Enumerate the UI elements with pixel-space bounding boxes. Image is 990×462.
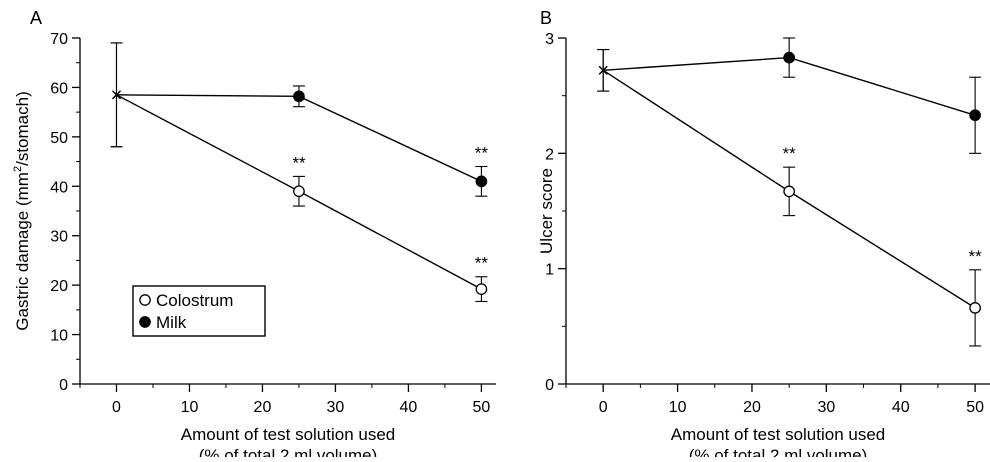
x-tick-label: 40 [892,399,910,416]
y-tick-label: 70 [50,31,68,48]
data-point-cross [112,90,121,100]
x-axis-label-line2: (% of total 2 ml volume) [689,446,868,457]
data-point-milk [783,51,796,64]
panel-label: A [30,8,42,28]
x-tick-label: 30 [327,399,345,416]
legend-label-colostrum: Colostrum [156,291,233,310]
x-tick-label: 40 [400,399,418,416]
y-tick-label: 40 [50,179,68,196]
data-point-colostrum [783,185,796,198]
data-point-colostrum [293,185,305,198]
y-tick-label: 60 [50,80,68,97]
x-tick-label: 50 [966,399,984,416]
data-point-milk [293,90,305,103]
x-tick-label: 0 [112,399,121,416]
y-axis-label: Ulcer score [537,168,556,254]
y-axis-label-main: Ulcer score [537,168,556,254]
significance-annotation: ** [475,254,489,273]
significance-annotation: ** [783,144,797,163]
panel-label: B [540,8,552,28]
data-point-colostrum [969,302,981,314]
legend-marker-milk [139,316,151,328]
data-point-milk [969,109,981,122]
x-tick-label: 10 [669,399,687,416]
y-tick-label: 20 [50,278,68,295]
x-tick-label: 20 [254,399,272,416]
y-tick-label: 0 [59,377,68,394]
x-axis-label-line2: (% of total 2 ml volume) [199,446,378,457]
significance-annotation: ** [292,153,306,172]
y-axis-label-main: Gastric damage (mm [13,172,32,331]
y-tick-label: 3 [545,31,554,48]
x-axis-label: Amount of test solution used [181,425,396,444]
significance-annotation: ** [475,144,489,163]
legend-marker-colostrum [139,294,151,306]
x-tick-label: 0 [599,399,608,416]
legend: Colostrum Milk [132,285,266,337]
y-tick-label: 1 [545,262,554,279]
x-tick-label: 20 [743,399,761,416]
significance-annotation: ** [969,247,983,266]
y-tick-label: 10 [50,328,68,345]
data-point-colostrum [475,283,488,295]
x-tick-label: 30 [817,399,835,416]
y-tick-label: 0 [545,377,554,394]
y-tick-label: 50 [50,130,68,147]
y-tick-label: 2 [545,146,554,163]
data-point-milk [475,175,488,188]
legend-box [132,285,266,337]
y-axis-label-superscript: 2 [12,166,24,172]
x-tick-label: 10 [181,399,199,416]
y-axis-label: Gastric damage (mm2/stomach) [12,91,32,330]
chart-panel-a: 0 10 20 30 40 50 60 70 0 10 20 30 40 50 A Amount of tes… [12,8,496,462]
legend-label-milk: Milk [156,313,187,332]
x-tick-label: 50 [473,399,491,416]
x-axis-label: Amount of test solution used [671,425,886,444]
y-axis-label-end: /stomach) [13,91,32,166]
y-tick-label: 30 [50,229,68,246]
data-point-cross [598,65,608,75]
